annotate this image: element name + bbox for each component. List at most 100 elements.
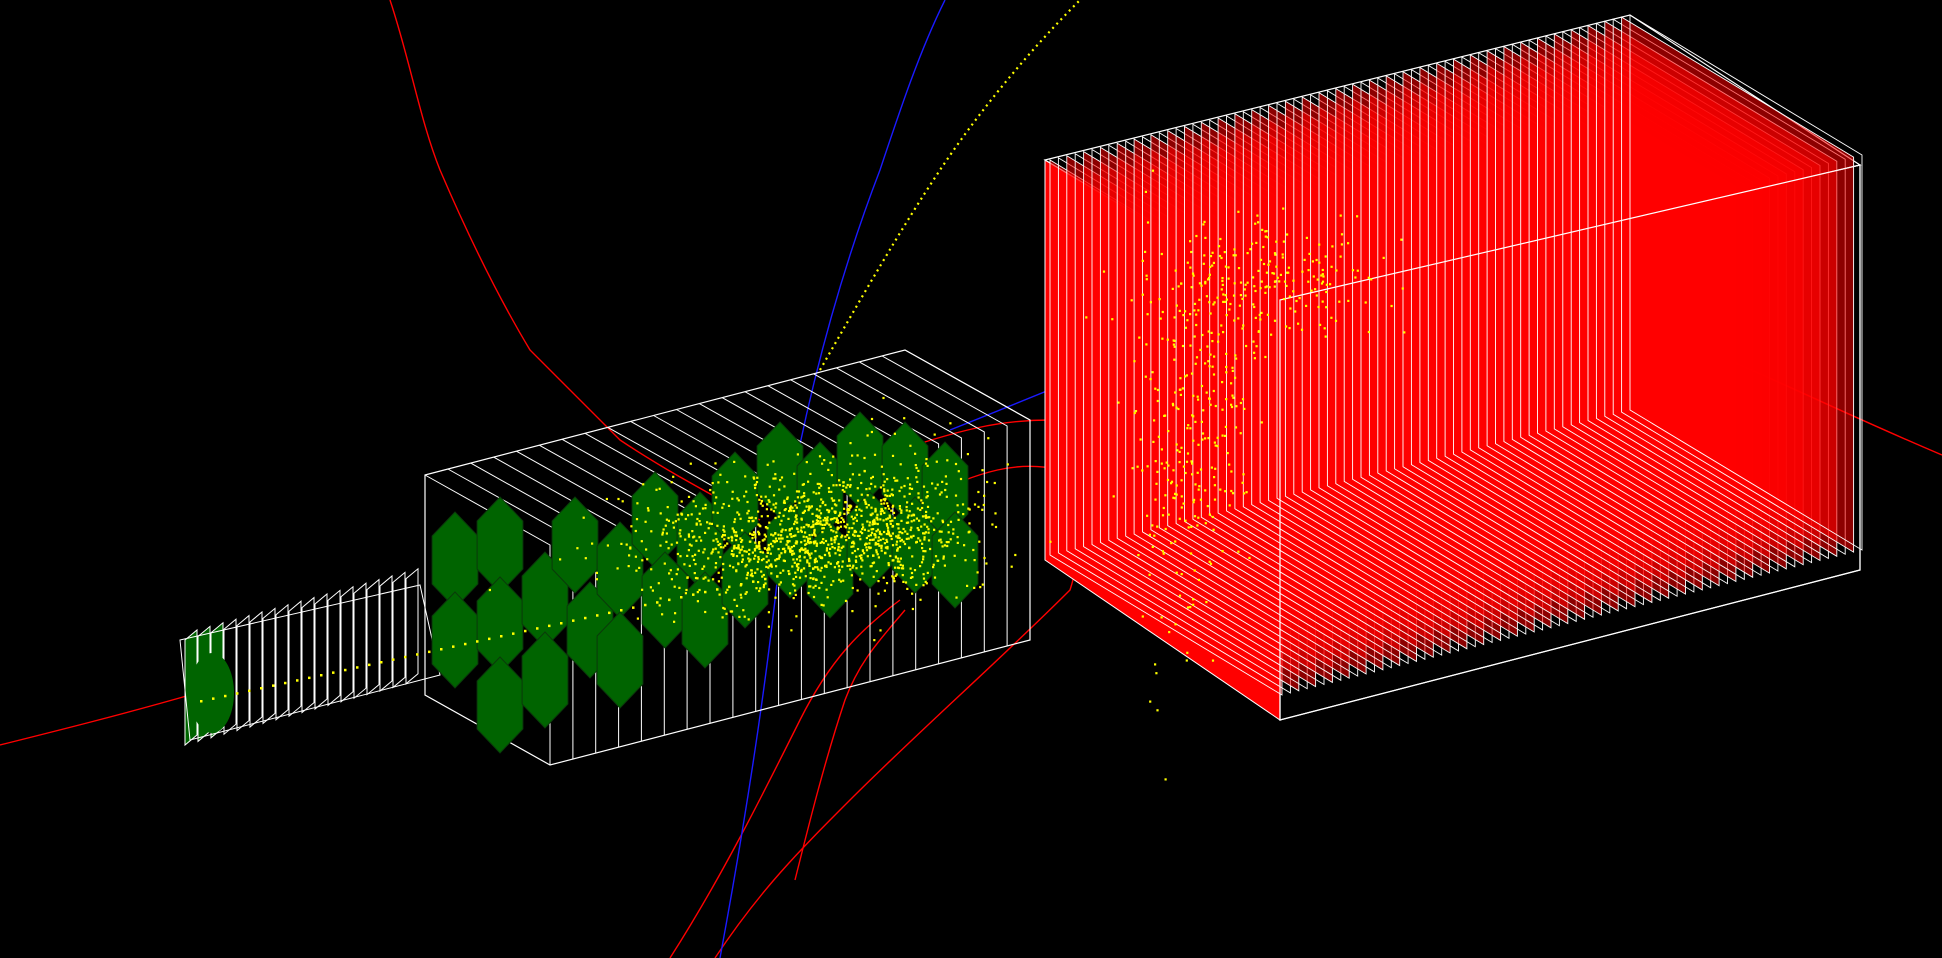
- hit: [772, 534, 775, 537]
- hit: [916, 480, 919, 483]
- hit: [775, 558, 778, 561]
- hit: [1264, 235, 1267, 238]
- hit: [944, 488, 947, 492]
- hit: [1196, 524, 1199, 527]
- hit: [1255, 345, 1258, 348]
- hit: [1234, 426, 1238, 429]
- hit: [818, 555, 821, 558]
- hit: [1261, 228, 1264, 231]
- hit: [823, 575, 826, 578]
- hit: [1225, 365, 1228, 369]
- hit: [848, 564, 851, 567]
- hit: [750, 516, 753, 520]
- hit: [798, 501, 801, 504]
- hit: [886, 502, 889, 505]
- hit: [1205, 295, 1208, 298]
- hit: [1207, 437, 1210, 440]
- hit: [1275, 265, 1278, 268]
- hit: [584, 616, 587, 620]
- hit: [1173, 497, 1176, 500]
- hit: [758, 547, 761, 550]
- hit: [1221, 434, 1224, 437]
- hit: [822, 527, 825, 530]
- hit: [1102, 270, 1106, 273]
- hit: [758, 533, 761, 536]
- hit: [868, 521, 871, 524]
- hit: [816, 482, 819, 485]
- hit: [1197, 443, 1200, 446]
- hit: [605, 497, 608, 501]
- hit: [1260, 421, 1263, 424]
- hit: [1321, 273, 1324, 276]
- hit: [911, 502, 914, 505]
- hit: [774, 540, 777, 543]
- hit: [813, 530, 816, 533]
- hit: [957, 470, 960, 473]
- hit: [874, 543, 877, 546]
- hit: [712, 539, 715, 542]
- hit: [1189, 427, 1192, 430]
- hit: [1164, 494, 1167, 497]
- hit: [1151, 524, 1154, 527]
- hit: [769, 542, 773, 545]
- hit: [767, 625, 770, 628]
- hit: [1276, 276, 1279, 279]
- hit: [1175, 304, 1178, 307]
- hit: [842, 545, 845, 548]
- hit: [906, 587, 909, 590]
- hit: [793, 561, 796, 564]
- hit: [464, 642, 467, 646]
- hit: [762, 586, 765, 589]
- hit: [903, 495, 906, 498]
- hit: [837, 527, 840, 530]
- hit: [800, 526, 803, 529]
- hit: [1237, 210, 1240, 213]
- hit: [1322, 275, 1325, 278]
- hit: [910, 487, 914, 490]
- hit: [772, 460, 775, 463]
- hit: [1288, 295, 1291, 298]
- hit: [1289, 307, 1292, 310]
- hit: [740, 583, 743, 586]
- hit: [687, 533, 690, 536]
- hit: [1182, 502, 1185, 505]
- hit: [867, 504, 870, 507]
- hit: [1208, 397, 1211, 400]
- hit: [1180, 506, 1183, 509]
- hit: [1224, 265, 1227, 268]
- hit: [803, 556, 806, 559]
- hit: [807, 524, 810, 527]
- hit: [967, 507, 970, 510]
- hit: [788, 529, 791, 532]
- beam-pipe-stack[interactable]: [179, 567, 441, 747]
- hit: [922, 577, 926, 580]
- hit: [792, 597, 795, 600]
- hit: [938, 539, 941, 542]
- hit: [796, 496, 799, 499]
- hit: [869, 546, 872, 549]
- hit: [1218, 254, 1222, 258]
- hit: [733, 460, 736, 463]
- hit: [835, 484, 838, 487]
- hit: [856, 487, 859, 490]
- hit: [649, 586, 652, 589]
- hit: [893, 432, 896, 435]
- hit: [779, 479, 782, 482]
- hit: [1403, 331, 1406, 334]
- hit: [1209, 562, 1213, 565]
- hit: [876, 518, 879, 521]
- hit: [902, 540, 905, 543]
- hit: [1230, 470, 1233, 473]
- hit: [1085, 316, 1088, 319]
- hit: [790, 509, 793, 512]
- hit: [848, 527, 851, 530]
- hit: [1172, 469, 1175, 472]
- hadron-calorimeter-box[interactable]: [1043, 14, 1863, 721]
- hit: [813, 528, 816, 531]
- hit: [783, 551, 787, 554]
- hit: [1211, 515, 1214, 519]
- hit: [823, 459, 826, 462]
- hit: [840, 536, 843, 539]
